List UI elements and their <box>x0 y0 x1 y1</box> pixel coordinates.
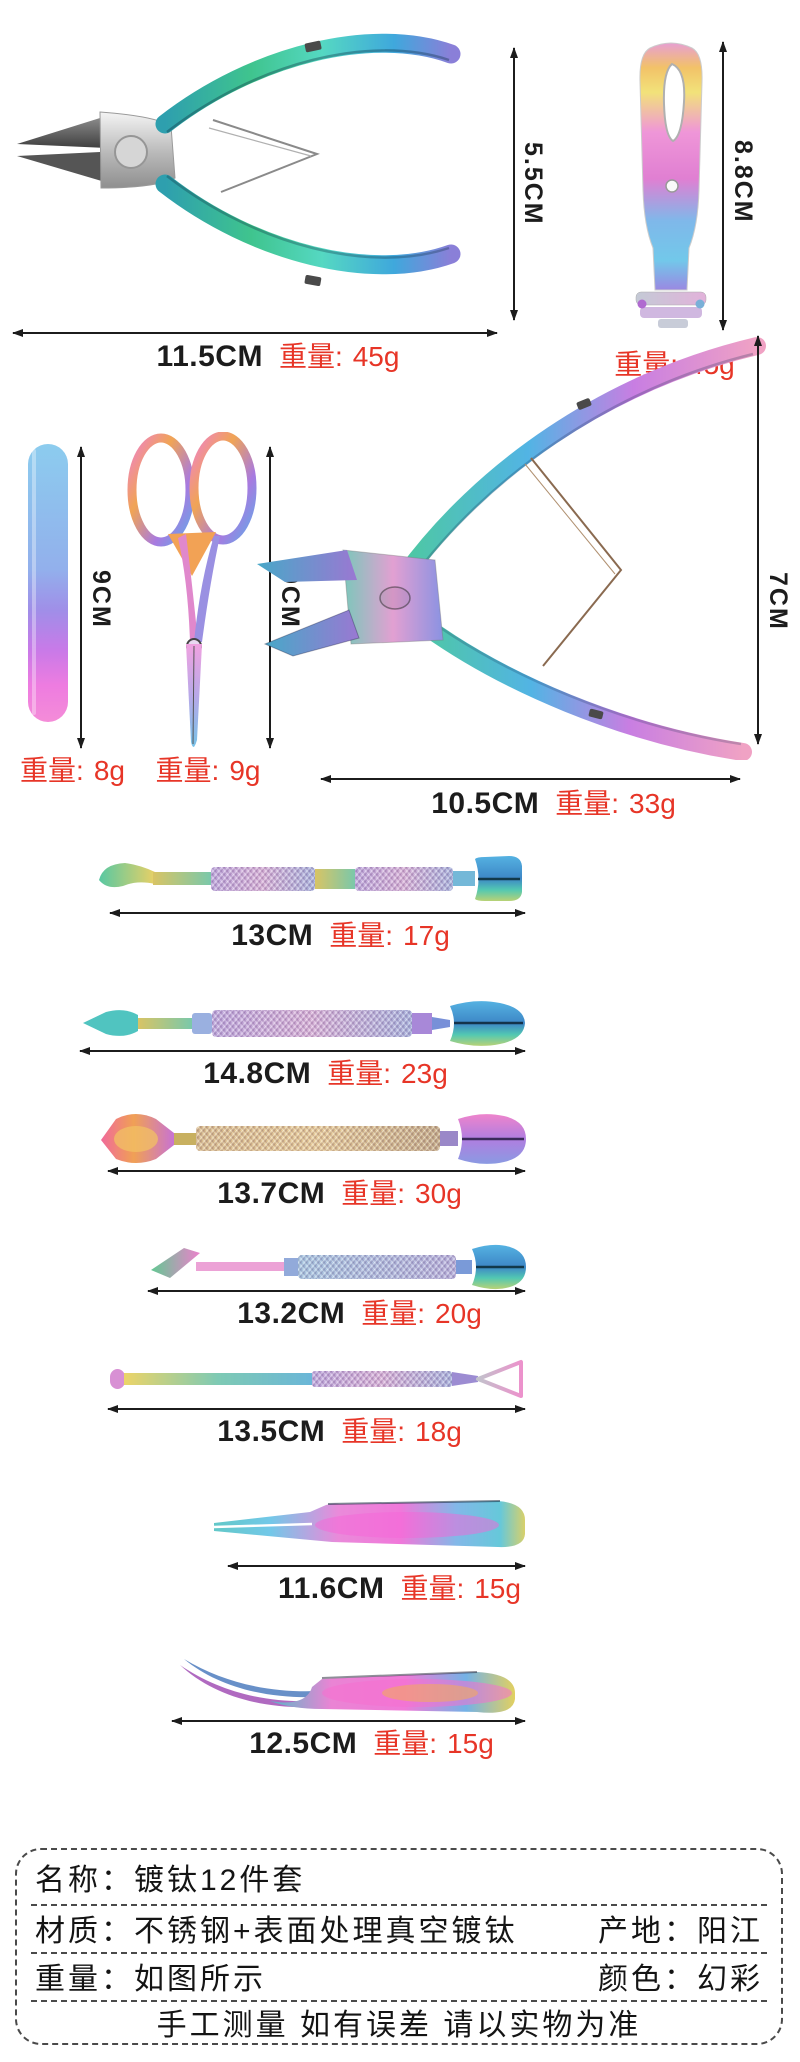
name-value: 镀钛12件套 <box>134 1864 306 1897</box>
cuticle-nipper-angled-image <box>257 337 766 760</box>
measurement-label: 13CM 重量: 17g <box>110 919 525 953</box>
origin-label: 产地： <box>598 1915 697 1948</box>
weight-text: 重量: 8g <box>20 755 125 786</box>
height-dimension-arrow <box>719 41 727 331</box>
weight-text: 重量: 20g <box>361 1298 482 1329</box>
weight-label: 重量: 9g <box>155 749 261 789</box>
weight-label: 重量: 8g <box>10 749 135 789</box>
length-dimension-arrow <box>109 909 526 917</box>
measurement-label: 13.2CM 重量: 20g <box>148 1297 525 1331</box>
color-label: 颜色： <box>598 1963 697 1996</box>
straight-tweezers-image <box>213 1500 525 1548</box>
length-text: 11.6CM <box>278 1572 385 1605</box>
measurement-label: 13.5CM 重量: 18g <box>108 1415 525 1449</box>
nail-file-image <box>28 444 68 722</box>
height-dimension-arrow <box>510 47 518 321</box>
height-label: 8.8CM <box>729 140 757 224</box>
measurement-label: 13.7CM 重量: 30g <box>108 1177 525 1211</box>
length-text: 12.5CM <box>249 1727 358 1760</box>
material-value: 不锈钢+表面处理真空镀钛 <box>134 1915 518 1948</box>
length-dimension-arrow <box>227 1562 526 1570</box>
height-label: 5.5CM <box>519 142 547 226</box>
color-value: 幻彩 <box>697 1963 763 1996</box>
weight-text: 重量: 9g <box>155 755 261 786</box>
length-text: 13.7CM <box>217 1177 326 1210</box>
length-text: 14.8CM <box>203 1057 312 1090</box>
weight-text: 重量: 15g <box>373 1728 494 1759</box>
height-dimension-arrow <box>77 446 85 749</box>
length-text: 10.5CM <box>431 787 540 820</box>
row-divider <box>31 1952 767 1954</box>
material-label: 材质： <box>35 1915 134 1948</box>
cuticle-pusher-2-image <box>83 1001 525 1046</box>
name-label: 名称： <box>35 1864 134 1897</box>
length-dimension-arrow <box>147 1287 526 1295</box>
cuticle-pusher-4-image <box>151 1244 526 1290</box>
length-dimension-arrow <box>12 329 498 337</box>
length-text: 13.5CM <box>217 1415 326 1448</box>
row-divider <box>31 1904 767 1906</box>
height-dimension-arrow <box>266 446 274 749</box>
nail-clipper-image <box>635 42 707 328</box>
length-dimension-arrow <box>320 775 741 783</box>
curved-tweezers-image <box>180 1659 515 1713</box>
spec-row-weight: 重量： 如图所示 颜色： 幻彩 <box>17 1952 781 2000</box>
cuticle-scissors-image <box>127 432 257 747</box>
weight-text: 重量: 17g <box>329 920 450 951</box>
weight-text: 重量: 33g <box>555 788 676 819</box>
weight-text: 重量: 30g <box>341 1178 462 1209</box>
measurement-label: 12.5CM 重量: 15g <box>172 1727 525 1761</box>
weight-text: 重量: 15g <box>400 1573 521 1604</box>
spec-row-name: 名称： 镀钛12件套 <box>17 1850 781 1904</box>
weight-value: 如图所示 <box>134 1963 266 1996</box>
length-dimension-arrow <box>171 1717 526 1725</box>
measurement-label: 11.6CM 重量: 15g <box>228 1572 525 1606</box>
weight-label: 重量： <box>35 1963 134 1996</box>
length-dimension-arrow <box>107 1405 526 1413</box>
measurement-label: 10.5CM 重量: 33g <box>321 787 740 821</box>
cuticle-pusher-1-image <box>99 856 522 901</box>
length-text: 11.5CM <box>156 340 263 373</box>
length-dimension-arrow <box>79 1047 526 1055</box>
origin-value: 阳江 <box>697 1915 763 1948</box>
row-divider <box>31 2000 767 2002</box>
cuticle-pusher-3-image <box>101 1114 526 1164</box>
length-dimension-arrow <box>107 1167 526 1175</box>
length-text: 13.2CM <box>237 1297 346 1330</box>
cuticle-pusher-5-image <box>110 1360 523 1398</box>
spec-row-disclaimer: 手工测量 如有误差 请以实物为准 <box>17 2000 781 2044</box>
length-text: 13CM <box>231 919 314 952</box>
weight-text: 重量: 23g <box>327 1058 448 1089</box>
height-label: 7CM <box>764 572 792 631</box>
height-label: 9CM <box>87 570 115 629</box>
height-dimension-arrow <box>754 335 762 745</box>
weight-text: 重量: 18g <box>341 1416 462 1447</box>
spec-row-material: 材质： 不锈钢+表面处理真空镀钛 产地： 阳江 <box>17 1904 781 1952</box>
disclaimer-text: 手工测量 如有误差 请以实物为准 <box>156 2009 642 2042</box>
measurement-label: 14.8CM 重量: 23g <box>80 1057 525 1091</box>
measurement-label: 11.5CM 重量: 45g <box>13 340 497 374</box>
cuticle-nipper-front-image <box>17 33 461 286</box>
weight-text: 重量: 45g <box>278 341 400 372</box>
spec-table: 名称： 镀钛12件套 材质： 不锈钢+表面处理真空镀钛 产地： 阳江 重量： 如图所示 … <box>15 1848 783 2045</box>
